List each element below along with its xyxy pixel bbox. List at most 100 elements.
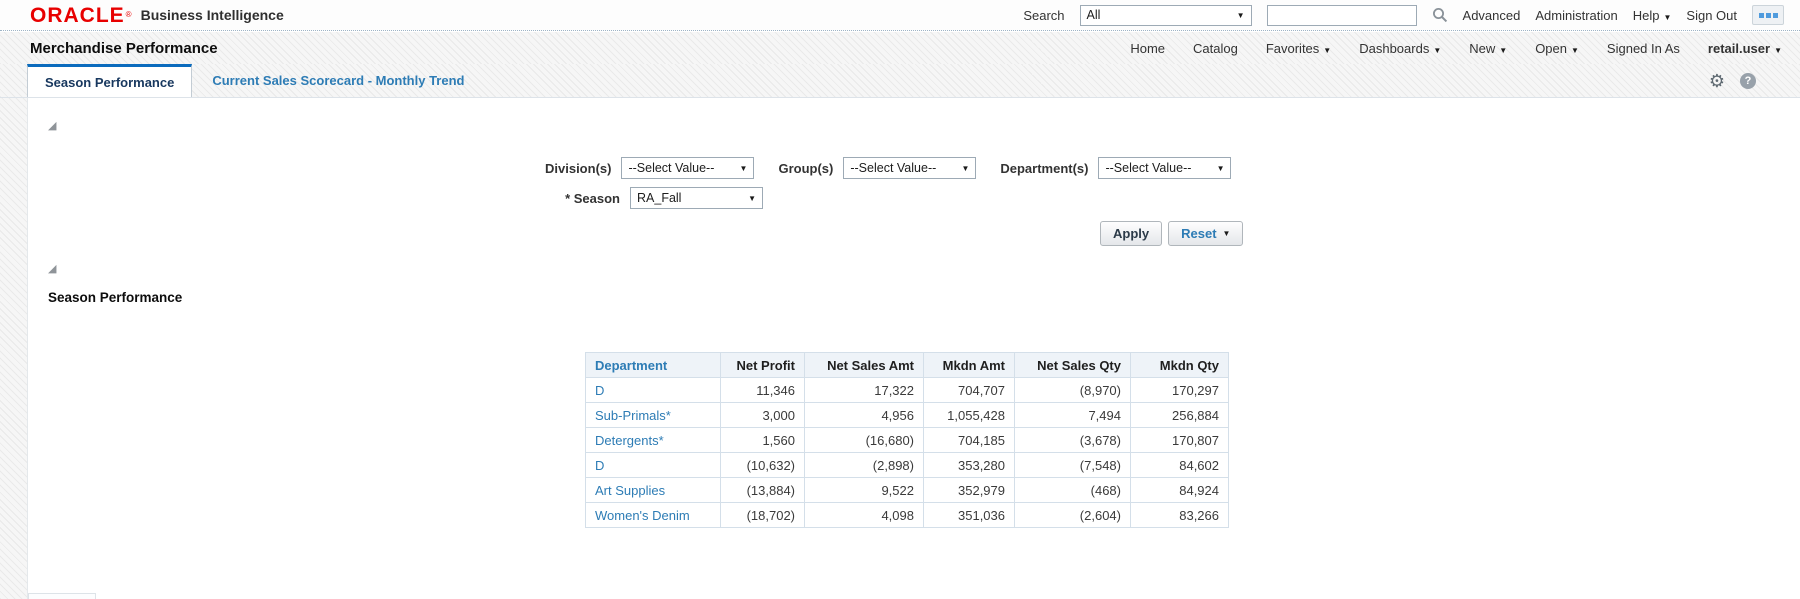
table-row: D 11,346 17,322 704,707 (8,970) 170,297	[585, 377, 1229, 403]
net-sales-qty-value: (8,970)	[1014, 377, 1131, 403]
nav-open-label: Open	[1535, 40, 1567, 56]
season-value: RA_Fall	[637, 191, 682, 205]
department-link[interactable]: Art Supplies	[585, 477, 721, 503]
department-link[interactable]: Women's Denim	[585, 502, 721, 528]
search-scope-select[interactable]: All ▼	[1079, 4, 1252, 26]
dashboard-nav: Home Catalog Favorites ▼ Dashboards ▼ New ▼…	[1130, 41, 1782, 56]
department-link[interactable]: D	[585, 452, 721, 478]
chevron-down-icon: ▼	[748, 193, 756, 203]
column-header-department[interactable]: Department	[585, 352, 721, 378]
division-value: --Select Value--	[628, 161, 715, 175]
chevron-down-icon: ▼	[1499, 45, 1508, 55]
chevron-down-icon: ▼	[1323, 45, 1332, 55]
column-header-mkdn-qty: Mkdn Qty	[1130, 352, 1229, 378]
department-link[interactable]: D	[585, 377, 721, 403]
group-value: --Select Value--	[850, 161, 937, 175]
table-row: Art Supplies (13,884) 9,522 352,979 (468…	[585, 477, 1229, 503]
net-profit-value: (18,702)	[720, 502, 805, 528]
tab-current-sales-scorecard[interactable]: Current Sales Scorecard - Monthly Trend	[192, 64, 484, 97]
help-menu[interactable]: Help ▼	[1633, 8, 1672, 23]
net-sales-amt-value: (16,680)	[804, 427, 924, 453]
prompt-row-2: * Season RA_Fall ▼	[545, 187, 763, 209]
search-icon[interactable]	[1432, 7, 1448, 23]
table-row: Sub-Primals* 3,000 4,956 1,055,428 7,494…	[585, 402, 1229, 428]
help-menu-label: Help	[1632, 7, 1660, 23]
mkdn-qty-value: 170,297	[1130, 377, 1229, 403]
chevron-down-icon: ▼	[961, 163, 970, 173]
prompt-row-1: Division(s) --Select Value-- ▼ Group(s) …	[545, 157, 1232, 179]
nav-new-menu[interactable]: New ▼	[1469, 41, 1507, 56]
search-scope-value: All	[1086, 8, 1101, 22]
search-label: Search	[1023, 7, 1065, 23]
net-profit-value: 11,346	[720, 377, 805, 403]
nav-dashboards-menu[interactable]: Dashboards ▼	[1359, 41, 1441, 56]
signed-in-as-label: Signed In As	[1606, 40, 1680, 56]
page-title: Merchandise Performance	[30, 39, 218, 57]
mkdn-qty-value: 83,266	[1130, 502, 1229, 528]
prompt-actions: Apply Reset ▼	[1100, 221, 1244, 246]
net-profit-value: 1,560	[720, 427, 805, 453]
department-label: Department(s)	[1000, 160, 1089, 176]
column-header-net-sales-amt: Net Sales Amt	[804, 352, 924, 378]
mkdn-amt-value: 353,280	[923, 452, 1015, 478]
chevron-down-icon: ▼	[1236, 10, 1245, 20]
net-sales-qty-value: (3,678)	[1014, 427, 1131, 453]
user-name: retail.user	[1707, 40, 1771, 56]
chevron-down-icon: ▼	[1774, 45, 1782, 55]
net-sales-amt-value: 4,956	[804, 402, 924, 428]
net-profit-value: 3,000	[720, 402, 805, 428]
net-sales-amt-value: (2,898)	[804, 452, 924, 478]
registered-mark-icon: ®	[125, 10, 132, 19]
table-header-row: Department Net Profit Net Sales Amt Mkdn…	[585, 352, 1229, 378]
net-sales-amt-value: 9,522	[804, 477, 924, 503]
advanced-link[interactable]: Advanced	[1462, 7, 1521, 23]
gear-icon[interactable]: ⚙	[1708, 70, 1725, 91]
search-input[interactable]	[1266, 4, 1417, 26]
department-link[interactable]: Detergents*	[585, 427, 721, 453]
group-label: Group(s)	[778, 160, 834, 176]
table-row: D (10,632) (2,898) 353,280 (7,548) 84,60…	[585, 452, 1229, 478]
user-menu[interactable]: retail.user ▼	[1708, 41, 1782, 56]
mkdn-amt-value: 704,707	[923, 377, 1015, 403]
apply-button[interactable]: Apply	[1100, 221, 1163, 246]
department-link[interactable]: Sub-Primals*	[585, 402, 721, 428]
nav-home-link[interactable]: Home	[1130, 40, 1166, 56]
collapse-prompts-icon[interactable]: ◢	[48, 120, 57, 132]
net-sales-qty-value: 7,494	[1014, 402, 1131, 428]
administration-link[interactable]: Administration	[1535, 7, 1618, 23]
division-select[interactable]: --Select Value-- ▼	[621, 157, 755, 179]
tab-current-sales-scorecard-label: Current Sales Scorecard - Monthly Trend	[212, 73, 465, 88]
season-select[interactable]: RA_Fall ▼	[630, 187, 763, 209]
nav-favorites-menu[interactable]: Favorites ▼	[1266, 41, 1331, 56]
department-select[interactable]: --Select Value-- ▼	[1098, 157, 1232, 179]
chevron-down-icon: ▼	[1222, 229, 1231, 238]
mkdn-amt-value: 351,036	[923, 502, 1015, 528]
mkdn-qty-value: 84,924	[1130, 477, 1229, 503]
chevron-down-icon: ▼	[1663, 12, 1672, 22]
net-sales-qty-value: (2,604)	[1014, 502, 1131, 528]
dashboard-header: Merchandise Performance Home Catalog Fav…	[0, 32, 1800, 64]
nav-catalog-link[interactable]: Catalog	[1193, 40, 1238, 56]
help-icon[interactable]: ?	[1740, 72, 1756, 89]
net-profit-value: (13,884)	[720, 477, 805, 503]
tab-season-performance-label: Season Performance	[45, 74, 175, 90]
table-row: Detergents* 1,560 (16,680) 704,185 (3,67…	[585, 427, 1229, 453]
collapse-report-icon[interactable]: ◢	[48, 263, 57, 275]
global-header: ORACLE ® Business Intelligence Search Al…	[0, 0, 1800, 31]
global-header-right: Search All ▼ Advanced Administration Hel…	[1023, 4, 1784, 26]
column-header-mkdn-amt: Mkdn Amt	[923, 352, 1015, 378]
page-options: ⚙ ?	[1709, 64, 1800, 97]
tab-season-performance[interactable]: Season Performance	[27, 64, 193, 97]
group-select[interactable]: --Select Value-- ▼	[843, 157, 977, 179]
section-title: Season Performance	[48, 290, 183, 305]
minimize-header-icon[interactable]	[1752, 5, 1784, 25]
division-label: Division(s)	[545, 160, 612, 176]
reset-button[interactable]: Reset ▼	[1168, 221, 1244, 246]
apply-button-label: Apply	[1113, 226, 1150, 241]
sign-out-link[interactable]: Sign Out	[1686, 7, 1737, 23]
chevron-down-icon: ▼	[1433, 45, 1442, 55]
mkdn-amt-value: 352,979	[923, 477, 1015, 503]
nav-open-menu[interactable]: Open ▼	[1535, 41, 1579, 56]
mkdn-amt-value: 704,185	[923, 427, 1015, 453]
